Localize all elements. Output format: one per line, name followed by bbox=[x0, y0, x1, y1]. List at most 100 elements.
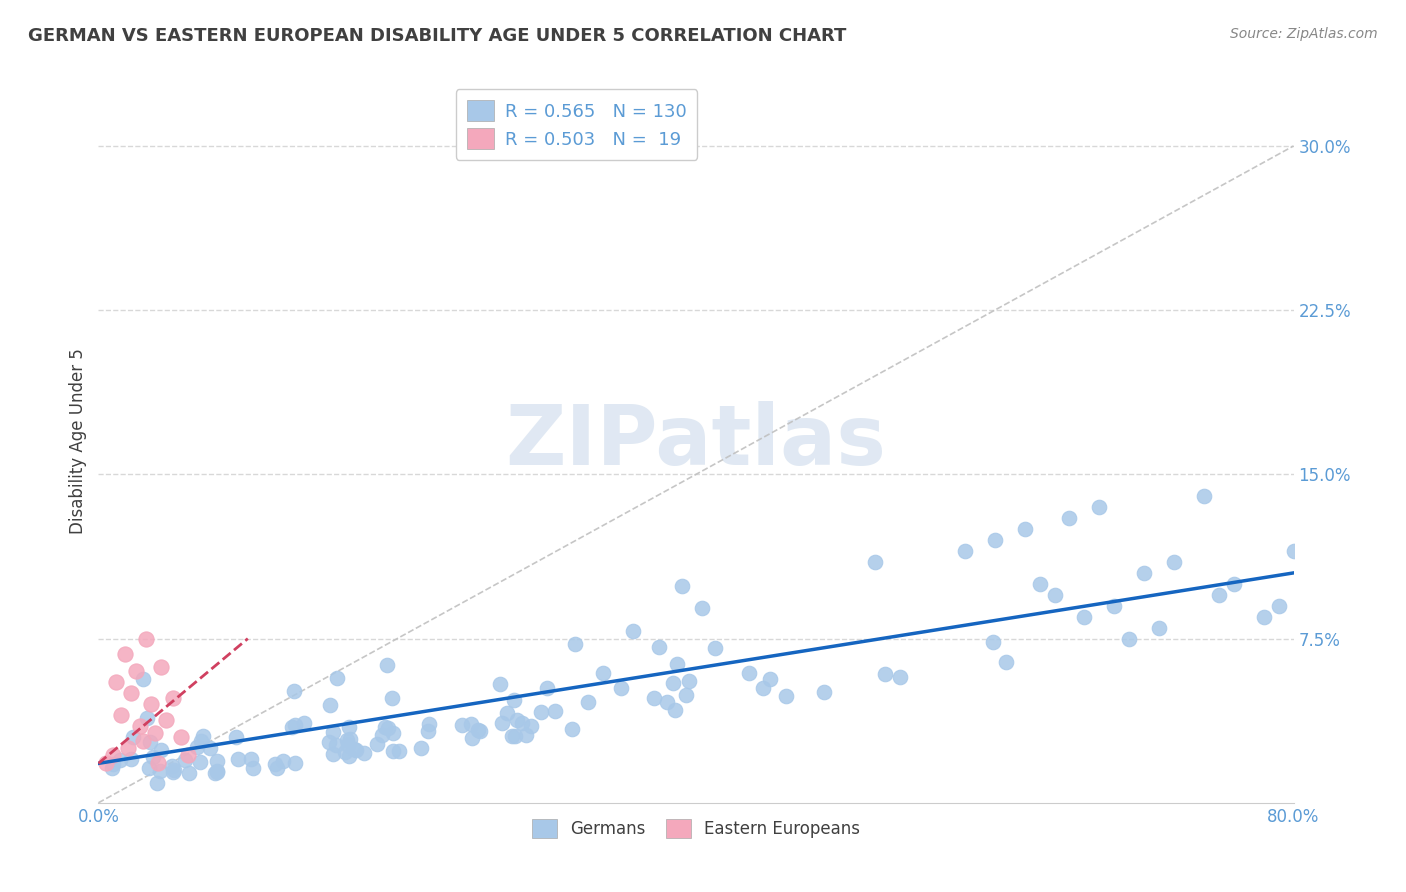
Point bbox=[148, 764, 170, 779]
Point bbox=[382, 726, 405, 740]
Point bbox=[1163, 555, 1185, 569]
Point bbox=[1104, 599, 1126, 613]
Point bbox=[621, 624, 644, 639]
Point bbox=[564, 637, 586, 651]
Point bbox=[520, 719, 543, 733]
Point bbox=[139, 698, 162, 712]
Point bbox=[377, 721, 399, 735]
Point bbox=[675, 688, 697, 702]
Text: GERMAN VS EASTERN EUROPEAN DISABILITY AGE UNDER 5 CORRELATION CHART: GERMAN VS EASTERN EUROPEAN DISABILITY AG… bbox=[28, 27, 846, 45]
Point bbox=[322, 747, 344, 762]
Point bbox=[125, 665, 148, 679]
Point bbox=[1223, 577, 1246, 591]
Point bbox=[271, 754, 294, 768]
Point bbox=[671, 579, 693, 593]
Point bbox=[530, 705, 553, 719]
Point bbox=[205, 765, 228, 780]
Point bbox=[561, 722, 583, 736]
Point bbox=[865, 555, 887, 569]
Text: Source: ZipAtlas.com: Source: ZipAtlas.com bbox=[1230, 27, 1378, 41]
Point bbox=[576, 695, 599, 709]
Point bbox=[138, 761, 160, 775]
Point bbox=[110, 708, 132, 723]
Point bbox=[1043, 588, 1066, 602]
Point bbox=[468, 724, 491, 739]
Point bbox=[186, 739, 208, 754]
Point bbox=[451, 717, 474, 731]
Point bbox=[129, 719, 152, 733]
Point bbox=[1118, 632, 1140, 646]
Point bbox=[1147, 621, 1170, 635]
Point bbox=[204, 765, 226, 780]
Point bbox=[460, 717, 482, 731]
Point bbox=[292, 716, 315, 731]
Point bbox=[370, 728, 392, 742]
Point bbox=[336, 732, 359, 747]
Point bbox=[381, 691, 404, 706]
Point bbox=[160, 758, 183, 772]
Point bbox=[225, 730, 247, 744]
Point bbox=[319, 698, 342, 712]
Point bbox=[375, 658, 398, 673]
Point bbox=[343, 741, 366, 756]
Point bbox=[592, 666, 614, 681]
Point bbox=[135, 711, 157, 725]
Point bbox=[155, 713, 177, 727]
Point bbox=[502, 692, 524, 706]
Point bbox=[142, 750, 165, 764]
Point bbox=[226, 751, 249, 765]
Point bbox=[610, 681, 633, 695]
Point bbox=[103, 747, 125, 762]
Point bbox=[1028, 577, 1050, 591]
Point bbox=[162, 690, 184, 705]
Point bbox=[648, 640, 671, 654]
Point bbox=[496, 706, 519, 720]
Point bbox=[543, 704, 565, 718]
Point bbox=[662, 676, 685, 690]
Point bbox=[132, 734, 155, 748]
Point bbox=[280, 720, 302, 734]
Point bbox=[995, 655, 1018, 669]
Point bbox=[121, 730, 143, 744]
Point bbox=[984, 533, 1007, 547]
Point bbox=[1088, 500, 1111, 515]
Point bbox=[678, 673, 700, 688]
Point bbox=[461, 731, 484, 746]
Point bbox=[1253, 609, 1275, 624]
Legend: Germans, Eastern Europeans: Germans, Eastern Europeans bbox=[526, 813, 866, 845]
Point bbox=[418, 717, 440, 731]
Point bbox=[179, 765, 201, 780]
Point bbox=[242, 761, 264, 775]
Point bbox=[1208, 588, 1230, 602]
Point bbox=[382, 744, 405, 758]
Point bbox=[983, 635, 1005, 649]
Point bbox=[188, 756, 211, 770]
Point bbox=[536, 681, 558, 695]
Point bbox=[205, 754, 228, 768]
Point bbox=[1073, 609, 1095, 624]
Point bbox=[411, 741, 433, 756]
Point bbox=[94, 756, 117, 771]
Point bbox=[353, 747, 375, 761]
Point bbox=[169, 730, 191, 744]
Point bbox=[114, 647, 136, 661]
Point bbox=[284, 717, 307, 731]
Point bbox=[491, 716, 513, 731]
Point bbox=[506, 713, 529, 727]
Point bbox=[416, 723, 439, 738]
Point bbox=[813, 685, 835, 699]
Point bbox=[501, 730, 523, 744]
Point bbox=[117, 741, 139, 756]
Point bbox=[953, 544, 976, 558]
Point bbox=[666, 657, 689, 672]
Point bbox=[515, 727, 537, 741]
Point bbox=[284, 756, 307, 770]
Point bbox=[510, 715, 533, 730]
Point bbox=[889, 670, 911, 684]
Point bbox=[759, 672, 782, 686]
Point bbox=[775, 690, 797, 704]
Point bbox=[139, 735, 162, 749]
Point bbox=[149, 742, 172, 756]
Point bbox=[240, 752, 263, 766]
Point bbox=[120, 752, 142, 766]
